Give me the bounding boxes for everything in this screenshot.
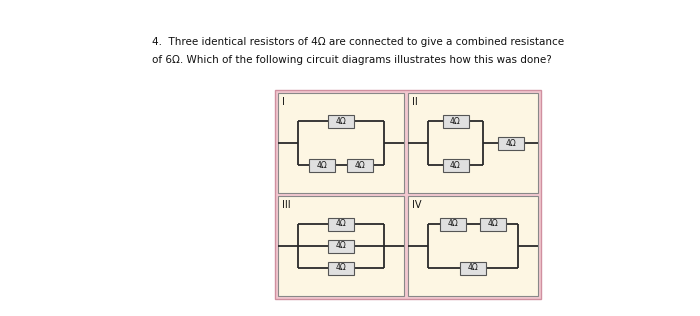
FancyBboxPatch shape (460, 262, 486, 275)
Text: 4Ω: 4Ω (450, 117, 461, 125)
Text: 4Ω: 4Ω (335, 117, 346, 125)
FancyBboxPatch shape (408, 93, 538, 193)
FancyBboxPatch shape (480, 217, 506, 230)
FancyBboxPatch shape (328, 240, 354, 252)
FancyBboxPatch shape (442, 114, 468, 127)
Text: of 6Ω. Which of the following circuit diagrams illustrates how this was done?: of 6Ω. Which of the following circuit di… (152, 55, 552, 65)
Text: 4.  Three identical resistors of 4Ω are connected to give a combined resistance: 4. Three identical resistors of 4Ω are c… (152, 37, 564, 47)
FancyBboxPatch shape (275, 90, 541, 299)
FancyBboxPatch shape (309, 159, 335, 172)
Text: 4Ω: 4Ω (335, 241, 346, 251)
FancyBboxPatch shape (278, 93, 404, 193)
Text: 4Ω: 4Ω (505, 138, 516, 148)
Text: 4Ω: 4Ω (354, 161, 365, 169)
FancyBboxPatch shape (440, 217, 466, 230)
FancyBboxPatch shape (347, 159, 373, 172)
FancyBboxPatch shape (328, 114, 354, 127)
Text: I: I (282, 97, 285, 107)
FancyBboxPatch shape (442, 159, 468, 172)
Text: IV: IV (412, 200, 421, 210)
FancyBboxPatch shape (328, 217, 354, 230)
FancyBboxPatch shape (328, 262, 354, 275)
FancyBboxPatch shape (408, 196, 538, 296)
Text: 4Ω: 4Ω (335, 220, 346, 228)
Text: 4Ω: 4Ω (448, 220, 458, 228)
FancyBboxPatch shape (498, 137, 524, 149)
Text: 4Ω: 4Ω (450, 161, 461, 169)
Text: 4Ω: 4Ω (335, 264, 346, 272)
FancyBboxPatch shape (278, 196, 404, 296)
Text: 4Ω: 4Ω (468, 264, 478, 272)
Text: 4Ω: 4Ω (487, 220, 498, 228)
Text: II: II (412, 97, 418, 107)
Text: 4Ω: 4Ω (316, 161, 328, 169)
Text: III: III (282, 200, 290, 210)
